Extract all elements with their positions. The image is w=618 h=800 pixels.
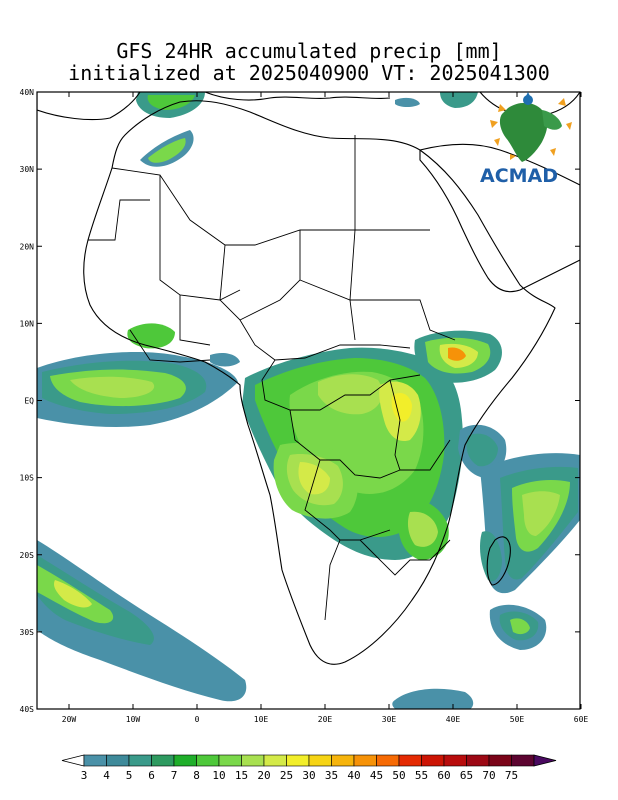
lon-tick-label: 40E	[446, 715, 461, 724]
colorbar-low-cap	[61, 754, 85, 767]
colorbar-label: 70	[482, 769, 495, 782]
lat-tick-label: 10S	[20, 474, 35, 483]
colorbar-swatch	[308, 754, 332, 767]
colorbar-swatch	[196, 754, 220, 767]
lat-axis: 40N 30N 20N 10N EQ 10S 20S 30S 40S	[20, 88, 580, 714]
colorbar-swatch	[376, 754, 400, 767]
colorbar-label: 7	[171, 769, 178, 782]
colorbar-label: 6	[148, 769, 155, 782]
lat-tick-label: 30S	[20, 628, 35, 637]
colorbar-label: 40	[347, 769, 360, 782]
lat-tick-label: EQ	[24, 397, 34, 406]
lat-tick-label: 40N	[20, 88, 35, 97]
colorbar-label: 75	[505, 769, 518, 782]
lon-tick-label: 60E	[574, 715, 589, 724]
lon-axis: 20W 10W 0 10E 20E 30E 40E 50E 60E	[62, 92, 589, 724]
coastlines	[37, 92, 580, 665]
colorbar-swatch	[443, 754, 467, 767]
colorbar-label: 20	[257, 769, 270, 782]
colorbar-swatch	[488, 754, 512, 767]
colorbar-swatch	[263, 754, 287, 767]
colorbar-label: 15	[235, 769, 248, 782]
colorbar-label: 50	[392, 769, 405, 782]
acmad-logo: ACMAD	[480, 92, 572, 187]
map-title-line-1: GFS 24HR accumulated precip [mm]	[116, 39, 502, 63]
colorbar-label: 25	[280, 769, 293, 782]
colorbar: 3 4 5 6 7 8 10 15 20 25 30 35 40 45 50 55 60 65 70 75	[61, 754, 557, 782]
colorbar-label: 30	[302, 769, 315, 782]
africa-logo-icon	[499, 102, 548, 162]
colorbar-label: 45	[370, 769, 383, 782]
colorbar-swatch	[173, 754, 197, 767]
lon-tick-label: 0	[195, 715, 200, 724]
colorbar-label: 8	[193, 769, 200, 782]
logo-text: ACMAD	[480, 165, 558, 187]
colorbar-swatch	[511, 754, 535, 767]
colorbar-label: 4	[103, 769, 110, 782]
lon-tick-label: 30E	[382, 715, 397, 724]
colorbar-label: 35	[325, 769, 338, 782]
colorbar-label: 5	[126, 769, 133, 782]
lat-tick-label: 20N	[20, 242, 35, 251]
colorbar-swatch	[421, 754, 445, 767]
colorbar-swatch	[83, 754, 107, 767]
colorbar-high-cap	[533, 754, 557, 767]
lat-tick-label: 20S	[20, 551, 35, 560]
colorbar-label: 3	[81, 769, 88, 782]
madagascar-coastline	[486, 536, 511, 586]
arabia-coastline	[419, 143, 580, 293]
colorbar-swatch	[398, 754, 422, 767]
colorbar-label: 10	[212, 769, 225, 782]
lat-tick-label: 10N	[20, 319, 35, 328]
lon-tick-label: 50E	[510, 715, 525, 724]
colorbar-label: 55	[415, 769, 428, 782]
lon-tick-label: 10W	[126, 715, 141, 724]
colorbar-label: 65	[460, 769, 473, 782]
colorbar-swatch	[128, 754, 152, 767]
colorbar-label: 60	[437, 769, 450, 782]
colorbar-swatch	[106, 754, 130, 767]
colorbar-swatch	[241, 754, 265, 767]
colorbar-swatch	[286, 754, 310, 767]
lon-tick-label: 10E	[254, 715, 269, 724]
precip-field	[37, 92, 580, 709]
map-title-line-2: initialized at 2025040900 VT: 2025041300	[68, 61, 550, 85]
colorbar-swatch	[218, 754, 242, 767]
lat-tick-label: 30N	[20, 165, 35, 174]
colorbar-swatch	[466, 754, 490, 767]
colorbar-swatch	[151, 754, 175, 767]
lon-tick-label: 20W	[62, 715, 77, 724]
colorbar-swatch	[331, 754, 355, 767]
lon-tick-label: 20E	[318, 715, 333, 724]
lat-tick-label: 40S	[20, 705, 35, 714]
africa-coastline	[83, 100, 556, 665]
colorbar-swatch	[353, 754, 377, 767]
